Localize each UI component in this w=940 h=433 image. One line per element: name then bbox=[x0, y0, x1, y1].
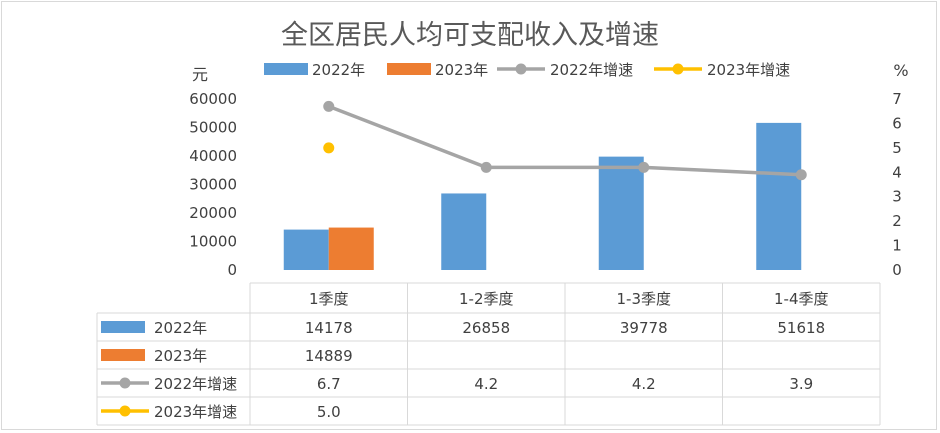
y-tick-right: 1 bbox=[892, 237, 902, 255]
point-2022年增速 bbox=[638, 161, 650, 173]
legend-label-2022年: 2022年 bbox=[312, 61, 365, 79]
bar-2023年-1季度 bbox=[328, 227, 374, 270]
table-cell: 14889 bbox=[305, 347, 353, 365]
lines bbox=[323, 100, 807, 181]
table-swatch-2022年 bbox=[101, 321, 145, 333]
y-tick-right: 4 bbox=[892, 163, 902, 181]
x-tick-label: 1-4季度 bbox=[774, 290, 829, 308]
table-cell: 5.0 bbox=[317, 403, 341, 421]
y-tick-left: 20000 bbox=[189, 204, 237, 222]
y-tick-left: 50000 bbox=[189, 119, 237, 137]
y-tick-left: 40000 bbox=[189, 147, 237, 165]
y-tick-right: 6 bbox=[892, 114, 902, 132]
y-tick-right: 2 bbox=[892, 212, 902, 230]
x-tick-label: 1-3季度 bbox=[617, 290, 672, 308]
table-cell: 39778 bbox=[620, 319, 668, 337]
bar-2022年-1-4季度 bbox=[756, 122, 802, 270]
legend-label-2022年增速: 2022年增速 bbox=[550, 61, 633, 79]
y-tick-left: 30000 bbox=[189, 176, 237, 194]
point-2022年增速 bbox=[480, 161, 492, 173]
table-cell: 51618 bbox=[777, 319, 825, 337]
x-tick-label: 1季度 bbox=[309, 290, 349, 308]
legend-swatch-2023年 bbox=[387, 63, 431, 75]
legend-marker-2022年增速 bbox=[515, 63, 527, 75]
legend: 2022年 2023年 2022年增速 2023年增速 bbox=[264, 61, 790, 79]
y-tick-right: 5 bbox=[892, 139, 902, 157]
table-cell: 4.2 bbox=[632, 375, 656, 393]
y-axis-unit-left: 元 bbox=[192, 65, 208, 84]
y-axis-left: 60000 50000 40000 30000 20000 10000 0 bbox=[189, 90, 237, 279]
table-cell: 14178 bbox=[305, 319, 353, 337]
data-table: 1季度 1-2季度 1-3季度 1-4季度 2022年 14178 26858 39778 51… bbox=[101, 290, 829, 421]
bar-2022年-1-3季度 bbox=[598, 156, 644, 270]
table-marker-2023年增速 bbox=[119, 405, 131, 417]
y-tick-left: 10000 bbox=[189, 233, 237, 251]
y-tick-left: 0 bbox=[227, 261, 237, 279]
table-swatch-2023年 bbox=[101, 349, 145, 361]
chart-title: 全区居民人均可支配收入及增速 bbox=[281, 20, 659, 51]
table-row-label: 2023年 bbox=[154, 347, 207, 365]
bars bbox=[283, 122, 802, 270]
line-2022年增速 bbox=[328, 104, 802, 177]
data-table-grid bbox=[96, 282, 881, 426]
y-tick-right: 0 bbox=[892, 261, 902, 279]
bar-2022年-1-2季度 bbox=[441, 193, 487, 270]
y-tick-right: 7 bbox=[892, 90, 902, 108]
table-cell: 4.2 bbox=[474, 375, 498, 393]
bar-2022年-1季度 bbox=[283, 229, 329, 270]
y-axis-unit-right: % bbox=[893, 61, 908, 80]
table-row-label: 2022年 bbox=[154, 319, 207, 337]
table-cell: 3.9 bbox=[789, 375, 813, 393]
table-cell: 26858 bbox=[462, 319, 510, 337]
table-row-label: 2022年增速 bbox=[154, 375, 237, 393]
point-2022年增速 bbox=[323, 100, 335, 112]
legend-swatch-2022年 bbox=[264, 63, 308, 75]
legend-label-2023年增速: 2023年增速 bbox=[707, 61, 790, 79]
legend-marker-2023年增速 bbox=[672, 63, 684, 75]
table-row-label: 2023年增速 bbox=[154, 403, 237, 421]
legend-label-2023年: 2023年 bbox=[435, 61, 488, 79]
y-tick-right: 3 bbox=[892, 188, 902, 206]
point-2023年增速 bbox=[323, 142, 335, 154]
x-tick-label: 1-2季度 bbox=[459, 290, 514, 308]
point-2022年增速 bbox=[795, 169, 807, 181]
table-marker-2022年增速 bbox=[119, 377, 131, 389]
table-cell: 6.7 bbox=[317, 375, 341, 393]
y-tick-left: 60000 bbox=[189, 90, 237, 108]
y-axis-right: 7 6 5 4 3 2 1 0 bbox=[892, 90, 902, 279]
